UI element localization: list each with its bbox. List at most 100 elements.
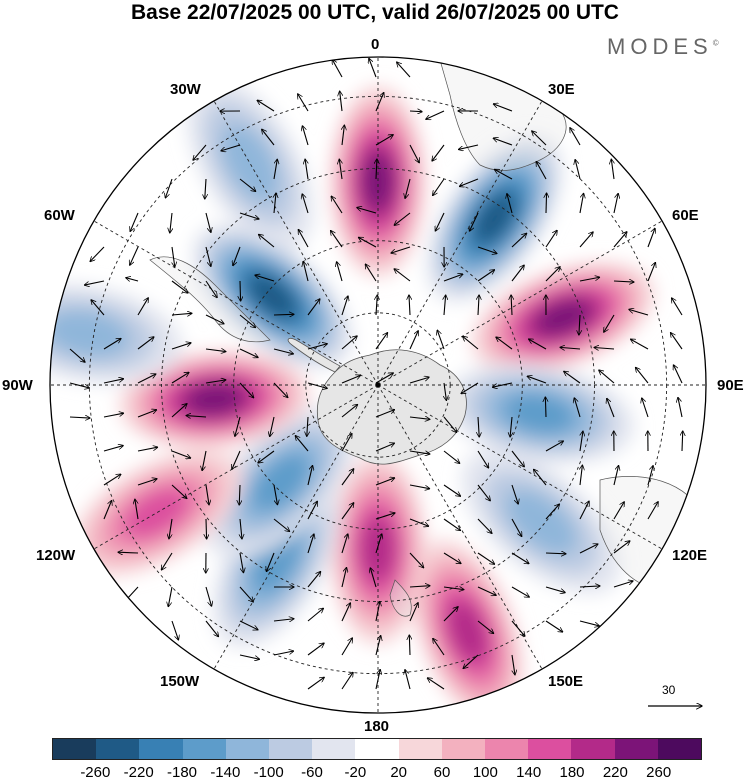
wind-vector [307, 677, 324, 690]
wind-vector [682, 431, 683, 452]
wind-vector [579, 232, 593, 248]
wind-vector [507, 194, 513, 214]
wind-vector [307, 608, 323, 622]
wind-vector [257, 100, 275, 112]
meridian-line [213, 100, 379, 386]
anomaly-field [50, 76, 655, 713]
wind-vector [443, 484, 461, 496]
wind-vector [642, 398, 649, 418]
wind-vector [647, 466, 653, 486]
wind-vector [511, 484, 518, 504]
wind-vector [375, 534, 382, 554]
wind-vector [307, 534, 314, 554]
wind-vector [202, 450, 207, 471]
wind-vector [240, 280, 241, 301]
wind-vector [103, 413, 124, 418]
wind-vector [426, 110, 445, 119]
colorbar-tick-label: 180 [559, 764, 585, 781]
wind-vector [375, 513, 395, 520]
wind-vector [527, 376, 547, 384]
wind-vector [409, 603, 418, 622]
wind-vector [273, 159, 277, 180]
wind-vector [273, 382, 288, 398]
wind-vector [613, 281, 634, 282]
wind-vector [579, 586, 600, 587]
wind-vector [375, 410, 395, 418]
antarctic-peninsula [287, 337, 341, 373]
plot-title: Base 22/07/2025 00 UTC, valid 26/07/2025… [131, 1, 619, 24]
wind-vector [443, 552, 461, 564]
wind-vector [478, 416, 479, 437]
wind-vector [477, 586, 496, 595]
wind-vector [635, 367, 649, 384]
wind-vector [579, 193, 584, 214]
wind-vector [341, 469, 354, 486]
wind-vector [342, 125, 344, 146]
wind-vector [205, 484, 209, 505]
wind-vector [477, 270, 495, 282]
wind-vector [258, 450, 275, 463]
wind-vector [529, 339, 547, 350]
wind-vector [375, 93, 384, 112]
wind-vector [427, 678, 445, 690]
wind-vector [443, 607, 458, 622]
wind-vector [273, 484, 277, 505]
wind-vector [137, 298, 148, 316]
meridian-line [377, 100, 543, 386]
wind-vector [496, 337, 513, 350]
wind-vector [397, 62, 411, 78]
wind-vector [511, 620, 525, 636]
wind-vector [171, 280, 188, 293]
anomaly-contour-fill [534, 299, 592, 337]
wind-vector [375, 601, 380, 622]
brand-name: MODES [607, 34, 713, 59]
wind-vector [255, 275, 275, 282]
wind-vector [341, 603, 350, 622]
wind-vector [478, 295, 479, 316]
wind-vector [171, 313, 192, 315]
anomaly-contour-fill [505, 489, 578, 555]
colorbar-tick-label: -20 [344, 764, 367, 781]
wind-vector [459, 178, 479, 186]
wind-vector [233, 246, 241, 266]
wind-vector [239, 314, 256, 328]
colorbar-segment [139, 739, 183, 759]
wind-vector [118, 552, 139, 553]
anomaly-contour-fill [251, 453, 310, 512]
colorbar [52, 738, 702, 760]
wind-vector [511, 552, 529, 564]
colorbar-segment [53, 739, 97, 759]
wind-vector [331, 231, 343, 248]
wind-vector [273, 314, 294, 315]
wind-vector [394, 269, 411, 282]
wind-vector [647, 262, 655, 282]
lon-label-right: 90E [717, 377, 744, 394]
wind-vector [365, 264, 377, 282]
wind-vector [172, 246, 175, 267]
meridian-line [93, 220, 379, 386]
wind-vector [375, 478, 395, 486]
wind-vector [137, 410, 157, 418]
wind-vector [599, 370, 615, 384]
colorbar-segment [441, 739, 486, 759]
colorbar-ticks: -260 -220 -180 -140 -100 -60 -20 20 60 100 140 180 2… [52, 764, 702, 783]
wind-vector [171, 404, 187, 418]
wind-vector [375, 443, 394, 452]
wind-vector [307, 299, 320, 316]
lon-label-top: 0 [371, 36, 380, 53]
wind-vector [103, 339, 121, 350]
lon-label-150w: 150W [160, 673, 200, 690]
wind-vector [307, 572, 321, 588]
colorbar-tick-label: 220 [602, 764, 628, 781]
wind-vector [546, 193, 547, 214]
wind-vector [545, 586, 565, 593]
colorbar-tick-label: 100 [472, 764, 498, 781]
colorbar-tick-label: 260 [646, 764, 672, 781]
wind-vector [409, 295, 410, 316]
brand-logo: MODES© [607, 34, 719, 60]
wind-vector [341, 296, 348, 316]
wind-vector [239, 620, 258, 630]
wind-vector [409, 111, 422, 112]
wind-vector [443, 416, 457, 432]
wind-vector [103, 501, 112, 520]
